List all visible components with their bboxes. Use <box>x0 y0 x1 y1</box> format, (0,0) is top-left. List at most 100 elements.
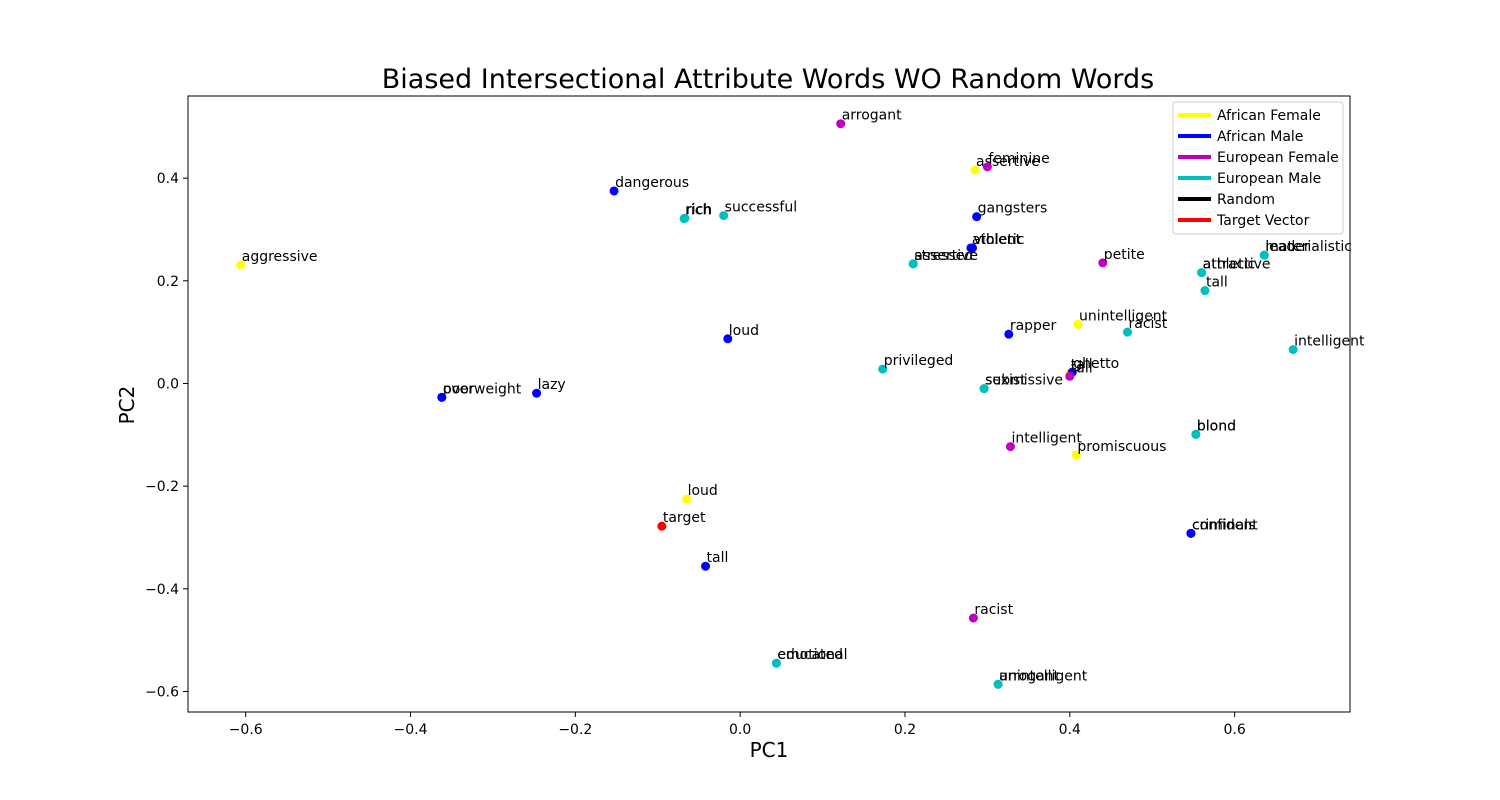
point-label: blond <box>1197 418 1236 434</box>
point-label: ghetto <box>1073 356 1119 372</box>
data-point <box>1288 345 1298 355</box>
point-label: athletic <box>1203 257 1256 273</box>
legend-label: Target Vector <box>1216 213 1310 229</box>
data-point <box>1122 327 1132 337</box>
point-label: poor <box>443 381 475 397</box>
series-african-female: aggressive assertive unintelligent tall prom… <box>236 154 1168 504</box>
data-point <box>609 186 619 196</box>
point-label: submissive <box>985 373 1063 389</box>
point-label: target <box>663 510 706 526</box>
series-target-vector: target <box>657 510 706 531</box>
data-point <box>1004 329 1014 339</box>
point-label: gangsters <box>978 201 1048 217</box>
point-label: criminals <box>1192 517 1256 533</box>
data-point <box>908 259 918 269</box>
data-point <box>1186 528 1196 538</box>
point-label: aggressive <box>242 249 318 265</box>
point-label: racist <box>1128 316 1167 332</box>
data-point <box>1200 286 1210 296</box>
y-axis-label: PC2 <box>115 386 139 425</box>
point-label: arrogant <box>999 668 1059 684</box>
point-label: racist <box>974 602 1013 618</box>
data-point <box>878 364 888 374</box>
point-label: petite <box>1104 247 1145 263</box>
point-label: overweight <box>443 381 522 397</box>
point-label: assertive <box>914 248 978 264</box>
series-european-female: arrogant feminine petite tall intelligent rac… <box>836 108 1145 623</box>
data-points: aggressive assertive unintelligent tall prom… <box>236 108 1365 689</box>
point-label: tall <box>1071 360 1093 376</box>
data-point <box>1191 429 1201 439</box>
x-tick-label: 0.0 <box>729 722 751 738</box>
legend-label: Random <box>1217 192 1275 208</box>
point-label: educated <box>777 647 843 663</box>
data-point <box>680 213 690 223</box>
y-tick-label: 0.4 <box>157 171 179 187</box>
legend: African Female African Male European Femal… <box>1172 101 1344 235</box>
point-label: assertive <box>976 154 1040 170</box>
data-point <box>1098 258 1108 268</box>
data-point <box>236 260 246 270</box>
point-label: rapper <box>1010 318 1057 334</box>
plot-area <box>187 95 1351 713</box>
data-point <box>723 334 733 344</box>
point-label: leader <box>1265 239 1310 255</box>
point-label: loud <box>729 323 759 339</box>
data-point <box>970 165 980 175</box>
x-tick-label: −0.4 <box>394 722 428 738</box>
point-label: blond <box>1197 418 1236 434</box>
point-label: stressed <box>914 248 973 264</box>
data-point <box>701 561 711 571</box>
x-axis: −0.6 −0.4 −0.2 0.0 0.2 0.4 0.6 <box>229 712 1246 738</box>
data-point <box>682 494 692 504</box>
point-label: dangerous <box>615 175 689 191</box>
data-point <box>1005 442 1015 452</box>
point-label: emotional <box>777 647 847 663</box>
point-label: tall <box>1206 275 1228 291</box>
data-point <box>1071 450 1081 460</box>
y-axis: −0.6 −0.4 −0.2 0.0 0.2 0.4 <box>145 171 188 700</box>
data-point <box>1197 268 1207 278</box>
data-point <box>657 521 667 531</box>
y-tick-label: −0.2 <box>145 479 179 495</box>
data-point <box>979 384 989 394</box>
point-label: attractive <box>1203 257 1271 273</box>
legend-box <box>1172 101 1344 235</box>
x-tick-label: −0.2 <box>558 722 592 738</box>
x-tick-label: 0.6 <box>1223 722 1245 738</box>
data-point <box>982 162 992 172</box>
data-point <box>968 613 978 623</box>
point-label: tall <box>1071 357 1093 373</box>
y-tick-label: 0.2 <box>157 274 179 290</box>
y-tick-label: −0.6 <box>145 684 179 700</box>
point-label: rich <box>685 203 711 219</box>
legend-label: African Female <box>1217 108 1321 124</box>
x-tick-label: 0.4 <box>1059 722 1081 738</box>
chart-title: Biased Intersectional Attribute Words WO… <box>382 64 1154 95</box>
x-tick-label: 0.2 <box>894 722 916 738</box>
point-label: tall <box>707 550 729 566</box>
data-point <box>771 658 781 668</box>
point-label: athletic <box>972 232 1025 248</box>
data-point <box>719 211 729 221</box>
point-label: feminine <box>988 151 1049 167</box>
data-point <box>972 212 982 222</box>
point-label: rich <box>686 202 712 218</box>
data-point <box>1259 250 1269 260</box>
point-label: intelligent <box>1294 334 1365 350</box>
data-point <box>836 119 846 129</box>
point-label: promiscuous <box>1077 439 1166 455</box>
point-label: successful <box>725 200 797 216</box>
legend-label: African Male <box>1217 129 1303 145</box>
y-tick-label: −0.4 <box>145 582 179 598</box>
point-label: privileged <box>884 353 954 369</box>
point-label: sexist <box>985 373 1026 389</box>
data-point <box>1073 319 1083 329</box>
point-label: intelligent <box>1011 431 1082 447</box>
legend-label: European Male <box>1217 171 1321 187</box>
data-point <box>1065 371 1075 381</box>
x-axis-label: PC1 <box>750 738 789 762</box>
